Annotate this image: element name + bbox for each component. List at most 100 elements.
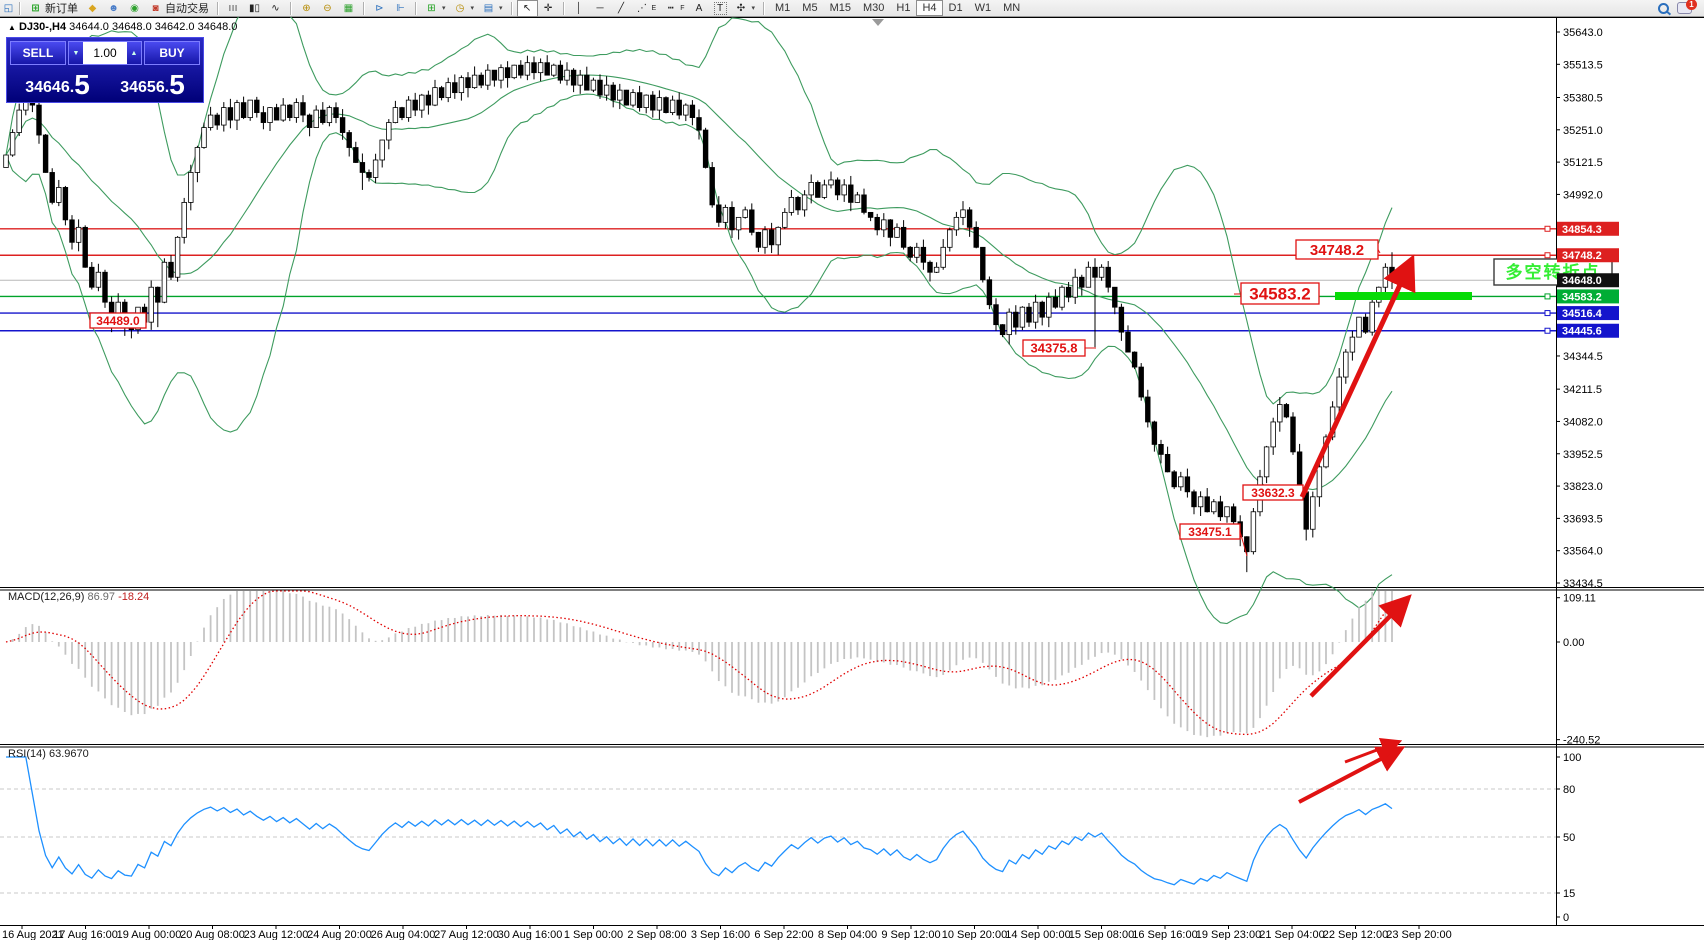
volume-increase-button[interactable]: ▲ (127, 42, 141, 64)
red-up-arrow[interactable] (1344, 738, 1403, 764)
buy-price[interactable]: 34656. 5 (120, 69, 185, 100)
zoom-in-button[interactable]: ⊕ (296, 0, 317, 17)
chart-shift-button[interactable]: ⊩ (390, 0, 411, 17)
svg-text:34992.0: 34992.0 (1563, 189, 1603, 201)
timeframe-mn-button[interactable]: MN (1003, 2, 1021, 14)
timeframe-h1-button[interactable]: H1 (896, 2, 911, 14)
hline-handle[interactable] (1544, 310, 1551, 317)
indicators-button[interactable]: ▤ ▾ (483, 2, 503, 14)
line-chart-mode-button[interactable]: ∿ (265, 0, 286, 17)
trendline-tool-button[interactable]: ╱ (611, 0, 632, 17)
chart-window-icon[interactable]: ◱ (3, 2, 14, 14)
macd-pane (5, 590, 1393, 738)
signals-button[interactable]: ◉ (124, 0, 145, 17)
vertical-line-tool-button[interactable]: │ (569, 0, 590, 17)
red-up-arrow[interactable] (1309, 594, 1412, 698)
search-button[interactable] (1654, 0, 1673, 17)
time-label: 26 Aug 04:00 (371, 929, 436, 940)
chart-shift-marker[interactable] (872, 19, 884, 26)
annotation-text: 33632.3 (1251, 486, 1295, 500)
fibonacci-tool-button[interactable]: ⋰ E (637, 2, 657, 14)
horizontal-line-icon: ─ (596, 2, 604, 14)
svg-text:34583.2: 34583.2 (1562, 291, 1602, 303)
svg-text:0.00: 0.00 (1563, 637, 1584, 649)
hline-handle[interactable] (1544, 293, 1551, 300)
cursor-tool-button[interactable]: ↖ (516, 0, 538, 17)
time-label: 3 Sep 16:00 (691, 929, 750, 940)
bar-low: 34642.0 (154, 21, 195, 33)
price-axis[interactable]: 35643.0 35513.5 35380.5 35251.0 35121.5 34992… (1556, 27, 1603, 590)
red-up-arrow[interactable] (1298, 746, 1406, 804)
rsi-line (6, 756, 1393, 886)
rsi-indicator-label: RSI(14) 63.9670 (8, 748, 89, 760)
notifications-button[interactable]: 1 (1673, 0, 1697, 17)
bar-open: 34644.0 (69, 21, 109, 33)
auto-trading-button[interactable]: ◙ 自动交易 (145, 0, 213, 17)
annotation-text: 34489.0 (96, 314, 140, 328)
timeframe-d1-button[interactable]: D1 (948, 2, 963, 14)
annotation-34375.8[interactable]: 34375.8 (1022, 339, 1096, 357)
horizontal-line-tool-button[interactable]: ─ (590, 0, 611, 17)
collapse-arrow-icon[interactable]: ▲ (8, 23, 16, 32)
price-annotations: 34489.0 34375.8 33475.1 33632.3 34583.2 34748… (89, 239, 1381, 557)
rsi-axis[interactable]: 100 80 50 15 0 (1556, 752, 1581, 924)
price-tag-34516.4 (1557, 306, 1619, 321)
timeframe-w1-button[interactable]: W1 (974, 2, 992, 14)
time-label: 24 Aug 20:00 (307, 929, 372, 940)
timeframe-h4-button[interactable]: H4 (916, 0, 943, 16)
profiles-button[interactable]: ◷ ▾ (450, 0, 479, 17)
zoom-in-icon: ⊕ (302, 2, 311, 14)
chat-bubble-icon: 1 (1677, 0, 1697, 14)
new-chart-button[interactable]: ⊞ ▾ (421, 0, 450, 17)
annotation-34583.2[interactable]: 34583.2 (1233, 282, 1320, 305)
zoom-out-button[interactable]: ⊖ (317, 0, 338, 17)
annotation-34748.2[interactable]: 34748.2 (1295, 239, 1381, 260)
bollinger-middle-band (5, 74, 1393, 491)
bar-chart-mode-button[interactable]: ǀǀǀ (223, 0, 244, 17)
svg-text:34648.0: 34648.0 (1562, 275, 1602, 287)
new-chart-icon: ⊞ (427, 2, 436, 14)
text-label-tool-button[interactable]: T (710, 0, 731, 17)
timeframe-m15-button[interactable]: M15 (829, 2, 851, 14)
macd-axis[interactable]: 109.11 0.00 -240.52 (1556, 593, 1600, 747)
volume-input[interactable] (83, 42, 127, 64)
timeframe-m1-button[interactable]: M1 (775, 2, 791, 14)
red-up-arrow[interactable] (1299, 254, 1416, 499)
timeframe-m30-button[interactable]: M30 (862, 2, 885, 14)
svg-text:33564.0: 33564.0 (1563, 546, 1603, 558)
bollinger-upper-band (5, 0, 1393, 405)
sell-button[interactable]: SELL (10, 41, 66, 65)
time-label: 19 Sep 23:00 (1196, 929, 1261, 940)
annotation-33475.1[interactable]: 33475.1 (1179, 523, 1248, 557)
auto-scroll-button[interactable]: ⊳ (369, 0, 390, 17)
trendline-icon: ╱ (618, 2, 625, 14)
tile-windows-button[interactable]: ▦ (338, 0, 359, 17)
svg-text:35643.0: 35643.0 (1563, 27, 1603, 39)
macd-value: 86.97 (87, 591, 116, 603)
new-order-button[interactable]: ⊞ 新订单 (25, 0, 82, 17)
hline-handle[interactable] (1544, 327, 1551, 334)
channel-tool-button[interactable]: ┅ F (660, 0, 688, 17)
sell-price[interactable]: 34646. 5 (25, 69, 90, 100)
buy-button[interactable]: BUY (144, 41, 200, 65)
support-zone-bar[interactable] (1335, 292, 1472, 300)
annotation-33632.3[interactable]: 33632.3 (1242, 484, 1309, 501)
shapes-tool-button[interactable]: ✣ ▾ (731, 0, 760, 17)
volume-decrease-button[interactable]: ▼ (69, 42, 83, 64)
time-label: 10 Sep 20:00 (942, 929, 1007, 940)
price-tag-34583.2 (1557, 289, 1619, 304)
price-tag-34648.0 (1557, 273, 1619, 288)
candle-chart-mode-button[interactable]: ▮▯ (244, 0, 265, 17)
annotation-34489.0[interactable]: 34489.0 (89, 312, 147, 329)
text-tool-button[interactable]: A (689, 0, 710, 17)
timeframe-m5-button[interactable]: M5 (802, 2, 818, 14)
market-watch-button[interactable]: ◆ (82, 0, 103, 17)
contacts-button[interactable]: ☻ (103, 0, 124, 17)
hline-handle[interactable] (1544, 225, 1551, 232)
svg-text:35121.5: 35121.5 (1563, 157, 1603, 169)
trend-arrows[interactable] (1298, 254, 1416, 804)
hline-handle[interactable] (1544, 252, 1551, 259)
crosshair-tool-button[interactable]: ✛ (538, 0, 559, 17)
